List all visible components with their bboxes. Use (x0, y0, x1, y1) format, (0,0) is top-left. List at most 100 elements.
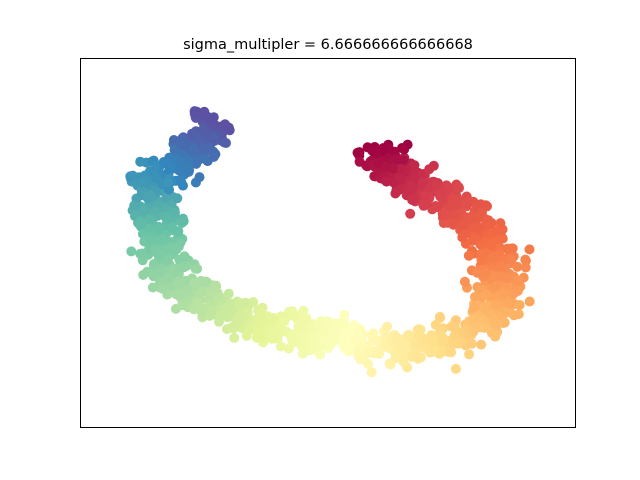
scatter-point (524, 244, 535, 255)
scatter-point (486, 240, 497, 251)
scatter-point (298, 305, 309, 316)
scatter-point (450, 210, 461, 220)
scatter-point (506, 243, 517, 254)
scatter-point (443, 182, 454, 193)
scatter-point (205, 290, 215, 301)
scatter-point (504, 298, 515, 309)
scatter-point (382, 321, 393, 332)
scatter-point (417, 177, 428, 188)
scatter-point (384, 358, 395, 369)
scatter-point (194, 172, 205, 183)
scatter-point (223, 288, 234, 299)
scatter-point (498, 289, 509, 300)
scatter-point (218, 308, 229, 319)
scatter-point (165, 160, 176, 171)
scatter-point (493, 233, 504, 244)
scatter-point (150, 206, 161, 216)
scatter-point (503, 280, 513, 291)
scatter-point (371, 336, 382, 346)
scatter-point (268, 312, 279, 323)
scatter-point (279, 316, 290, 327)
scatter-point (442, 217, 453, 228)
scatter-point (163, 177, 174, 188)
scatter-point (421, 198, 432, 209)
scatter-point (451, 185, 462, 196)
scatter-point (275, 341, 286, 352)
scatter-point (170, 208, 180, 218)
scatter-point (283, 343, 294, 354)
scatter-point (151, 173, 162, 184)
scatter-point (491, 299, 502, 310)
scatter-point (144, 236, 155, 247)
scatter-point (176, 176, 187, 187)
scatter-point (492, 225, 503, 236)
scatter-point (163, 254, 173, 265)
scatter-point (243, 324, 254, 335)
axes-frame (80, 58, 576, 428)
scatter-point (473, 315, 484, 325)
scatter-point (201, 143, 212, 154)
scatter-point (195, 286, 206, 297)
scatter-point (459, 217, 470, 228)
scatter-point (154, 250, 165, 261)
scatter-point (294, 322, 305, 333)
scatter-point (178, 216, 189, 227)
scatter-point (430, 319, 441, 330)
scatter-point (512, 276, 523, 287)
scatter-point (208, 151, 219, 162)
scatter-point (466, 338, 477, 349)
scatter-point (177, 300, 187, 311)
scatter-point (223, 301, 233, 312)
scatter-point (127, 170, 138, 181)
scatter-point (461, 198, 472, 209)
scatter-point (288, 309, 299, 320)
scatter-point (487, 251, 498, 262)
scatter-point (355, 354, 366, 365)
scatter-point (514, 300, 525, 310)
scatter-point (135, 216, 146, 227)
scatter-point (220, 121, 231, 132)
scatter-point (459, 276, 470, 287)
scatter-point (228, 322, 239, 333)
scatter-point (211, 280, 221, 291)
scatter-point (480, 200, 491, 211)
scatter-point (153, 223, 164, 234)
scatter-point (201, 132, 212, 143)
scatter-point (367, 145, 378, 156)
scatter-point (413, 353, 424, 364)
scatter-point (424, 164, 435, 175)
scatter-point (192, 278, 203, 289)
scatter-point (136, 178, 147, 189)
scatter-point (148, 271, 159, 282)
scatter-point (391, 332, 402, 343)
scatter-point (322, 316, 333, 327)
scatter-point (172, 193, 183, 204)
scatter-point (476, 339, 487, 350)
scatter-point (366, 367, 377, 378)
scatter-point (306, 338, 317, 349)
scatter-point (189, 108, 200, 119)
scatter-point (339, 332, 350, 343)
scatter-point (473, 222, 484, 233)
scatter-point (488, 314, 499, 324)
scatter-point (253, 327, 264, 338)
scatter-point (316, 335, 327, 346)
scatter-point (168, 135, 179, 145)
scatter-point (171, 289, 182, 300)
scatter-point (174, 254, 185, 265)
scatter-point (420, 190, 431, 201)
scatter-point (194, 302, 205, 313)
scatter-point (495, 218, 506, 229)
scatter-point (524, 296, 535, 307)
scatter-point (180, 161, 191, 172)
scatter-point (431, 180, 441, 191)
scatter-point (179, 262, 190, 272)
scatter-point (452, 198, 463, 209)
scatter-point (395, 163, 406, 174)
scatter-point (173, 279, 184, 290)
scatter-point (520, 262, 531, 273)
scatter-point (399, 144, 410, 155)
scatter-point (406, 181, 417, 192)
scatter-point (163, 184, 174, 195)
